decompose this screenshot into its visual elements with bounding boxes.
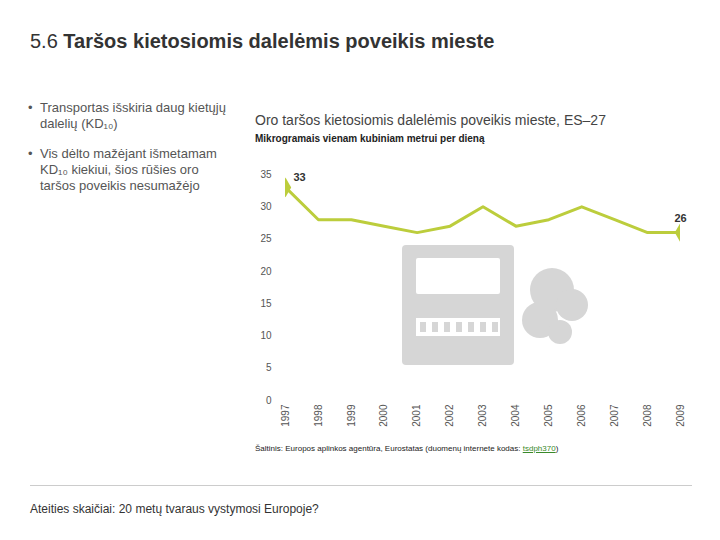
html-text:Mikrogramais vienam kubiniam m: Mikrogramais vienam kubiniam metrui per …: [255, 133, 485, 144]
html-text:Vis dėlto mažėjant išmetamam K: Vis dėlto mažėjant išmetamam KD₁₀ kiekiu…: [40, 146, 217, 193]
svg-text:2002: 2002: [444, 404, 455, 427]
svg-text:1999: 1999: [346, 404, 357, 427]
html-text:Transportas išskiria daug kiet: Transportas išskiria daug kietųjų daleli…: [40, 100, 226, 131]
svg-text:2009: 2009: [675, 404, 686, 427]
svg-text:33: 33: [294, 171, 306, 183]
svg-text:15: 15: [260, 298, 272, 309]
svg-text:1998: 1998: [313, 404, 324, 427]
svg-text:5: 5: [266, 362, 272, 373]
svg-text:2000: 2000: [378, 404, 389, 427]
svg-text:1997: 1997: [280, 404, 291, 427]
svg-text:2005: 2005: [543, 404, 554, 427]
svg-text:2004: 2004: [510, 404, 521, 427]
svg-text:30: 30: [260, 201, 272, 212]
svg-text:35: 35: [260, 169, 272, 180]
html-text:Ateities skaičiai: 20 metų tva: Ateities skaičiai: 20 metų tvaraus vysty…: [30, 502, 319, 516]
html-text:5.6 Taršos kietosiomis dalelėm: 5.6 Taršos kietosiomis dalelėmis poveiki…: [30, 30, 495, 52]
svg-text:2003: 2003: [477, 404, 488, 427]
svg-text:0: 0: [266, 395, 272, 406]
svg-text:25: 25: [260, 233, 272, 244]
svg-text:2008: 2008: [642, 404, 653, 427]
svg-text:2006: 2006: [576, 404, 587, 427]
svg-text:2001: 2001: [411, 404, 422, 427]
html-text:Šaltinis: Europos aplinkos age: Šaltinis: Europos aplinkos agentūra, Eur…: [255, 444, 559, 453]
svg-text:2007: 2007: [609, 404, 620, 427]
svg-text:20: 20: [260, 266, 272, 277]
svg-text:26: 26: [674, 212, 686, 224]
svg-text:10: 10: [260, 330, 272, 341]
html-text:Oro taršos kietosiomis dalelėm: Oro taršos kietosiomis dalelėmis poveiki…: [255, 112, 606, 128]
